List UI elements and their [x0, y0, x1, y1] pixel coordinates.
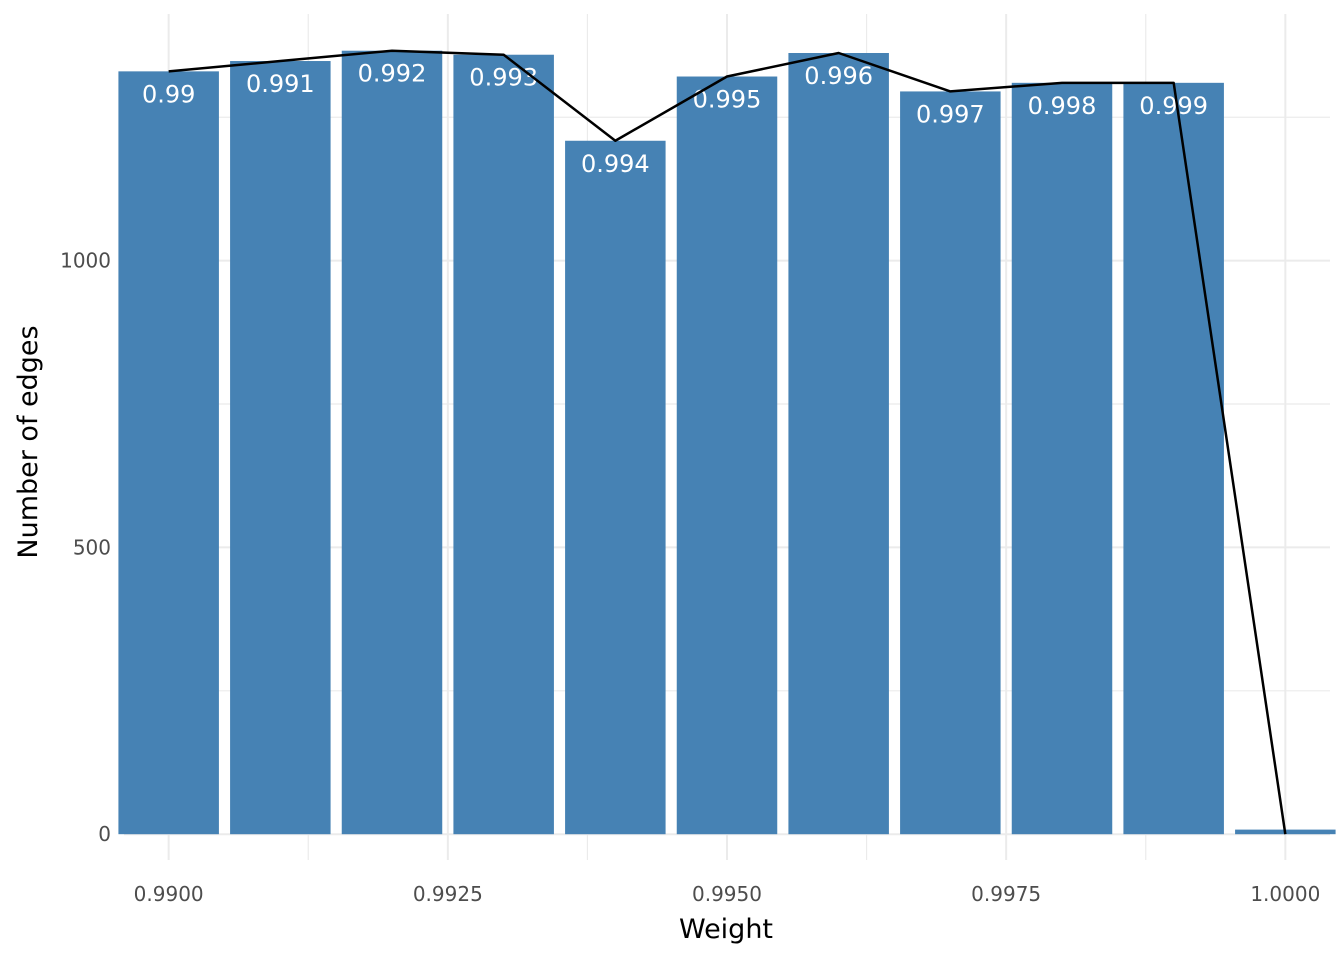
- y-tick-label: 0: [98, 822, 111, 846]
- bars: [118, 50, 1336, 835]
- x-tick-label: 0.9925: [413, 882, 483, 906]
- x-tick-label: 1.0000: [1250, 882, 1320, 906]
- y-tick-label: 1000: [60, 249, 111, 273]
- x-tick-label: 0.9900: [134, 882, 204, 906]
- bar: [676, 76, 778, 835]
- x-tick-label: 0.9975: [971, 882, 1041, 906]
- bar-label: 0.991: [246, 70, 315, 98]
- bar-label: 0.993: [469, 64, 538, 92]
- bar: [453, 54, 554, 835]
- bar: [1123, 82, 1224, 835]
- x-axis-tick-labels: 0.9900 0.9925 0.9950 0.9975 1.0000: [134, 882, 1321, 906]
- bar: [900, 91, 1001, 835]
- bar: [565, 140, 666, 835]
- bar-label: 0.992: [358, 60, 427, 88]
- count-line: [168, 49, 1287, 835]
- bar-label: 0.998: [1028, 92, 1097, 120]
- y-axis-tick-labels: 0 500 1000: [60, 249, 111, 847]
- bar-label: 0.997: [916, 100, 985, 128]
- y-tick-label: 500: [73, 535, 111, 559]
- y-axis-title: Number of edges: [13, 325, 44, 558]
- bar: [230, 61, 331, 835]
- bar: [118, 71, 219, 835]
- x-tick-label: 0.9950: [692, 882, 762, 906]
- bar-label: 0.996: [804, 62, 873, 90]
- bar: [788, 53, 889, 835]
- bar: [341, 50, 443, 835]
- bar-label: 0.999: [1139, 92, 1208, 120]
- bar-label: 0.99: [142, 80, 195, 108]
- bar-label: 0.994: [581, 150, 650, 178]
- bar: [1011, 82, 1113, 835]
- x-axis-title: Weight: [679, 914, 773, 945]
